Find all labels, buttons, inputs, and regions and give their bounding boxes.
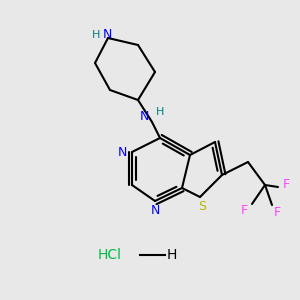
Text: F: F — [273, 206, 280, 218]
Text: S: S — [198, 200, 206, 212]
Text: N: N — [102, 28, 112, 41]
Text: H: H — [156, 107, 164, 117]
Text: F: F — [282, 178, 290, 191]
Text: H: H — [167, 248, 177, 262]
Text: H: H — [92, 30, 100, 40]
Text: N: N — [150, 205, 160, 218]
Text: N: N — [117, 146, 127, 158]
Text: F: F — [240, 205, 247, 218]
Text: HCl: HCl — [98, 248, 122, 262]
Text: N: N — [139, 110, 149, 124]
